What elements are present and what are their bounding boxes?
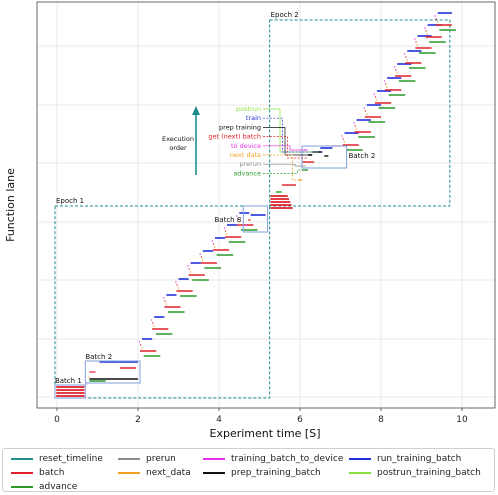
legend-label: run_training_batch bbox=[377, 454, 462, 464]
execution-order-label: Execution bbox=[162, 135, 194, 143]
legend-label: prerun bbox=[146, 454, 176, 464]
batch-box bbox=[242, 205, 269, 233]
annotation-label: to device bbox=[231, 142, 261, 150]
legend-swatch bbox=[349, 458, 371, 460]
annotation-label: advance bbox=[233, 169, 261, 177]
batch-label: Batch 2 bbox=[85, 353, 112, 361]
x-tick-label: 6 bbox=[297, 415, 303, 425]
annotation-label: prerun bbox=[239, 160, 261, 168]
legend-item: prerun bbox=[118, 453, 176, 465]
legend-swatch bbox=[118, 472, 140, 474]
annotation-label: get (next) batch bbox=[208, 133, 261, 141]
x-axis-ticks: 0 2 4 6 8 10 bbox=[54, 408, 468, 425]
legend-item: training_batch_to_device bbox=[203, 453, 343, 465]
x-tick-label: 2 bbox=[135, 415, 141, 425]
epoch-box bbox=[54, 205, 271, 399]
legend-item: advance bbox=[11, 481, 77, 493]
annotation-leader bbox=[263, 136, 309, 159]
batch-label: Batch 8 bbox=[214, 216, 241, 224]
legend-swatch bbox=[11, 486, 33, 488]
batch-box bbox=[301, 145, 348, 169]
annotation-label: postrun bbox=[236, 105, 261, 113]
annotation-leader bbox=[263, 154, 300, 181]
plot-frame bbox=[36, 1, 496, 409]
legend-swatch bbox=[349, 472, 371, 474]
annotation-leader bbox=[263, 127, 313, 156]
epoch-box bbox=[269, 19, 451, 207]
legend-swatch bbox=[203, 472, 225, 474]
annotation-leader bbox=[263, 108, 319, 153]
grid-lines bbox=[37, 2, 495, 408]
legend-item: reset_timeline bbox=[11, 453, 103, 465]
legend-item: next_data bbox=[118, 467, 191, 479]
execution-order-arrowhead bbox=[192, 106, 200, 115]
x-axis-title: Experiment time [S] bbox=[210, 427, 321, 440]
legend-swatch bbox=[203, 458, 225, 460]
batch-boxes: Batch 1 Batch 2 Batch 8 Batch 2 bbox=[54, 145, 376, 399]
legend-label: reset_timeline bbox=[39, 454, 103, 464]
epoch-label: Epoch 2 bbox=[271, 11, 299, 19]
legend-label: next_data bbox=[146, 468, 191, 478]
annotation-leader bbox=[263, 163, 307, 167]
legend-label: advance bbox=[39, 482, 78, 492]
legend-item: prep_training_batch bbox=[203, 467, 321, 479]
legend-label: prep_training_batch bbox=[231, 468, 321, 478]
legend-item: postrun_training_batch bbox=[349, 467, 481, 479]
execution-order-label: order bbox=[169, 144, 187, 152]
legend-swatch bbox=[11, 472, 33, 474]
legend-label: training_batch_to_device bbox=[231, 454, 344, 464]
legend-item: batch bbox=[11, 467, 64, 479]
annotation-label: prep training bbox=[219, 123, 261, 131]
data-bars bbox=[56, 12, 456, 397]
legend-item: run_training_batch bbox=[349, 453, 461, 465]
batch-box bbox=[54, 384, 86, 399]
legend-label: postrun_training_batch bbox=[377, 468, 481, 478]
annotation-label: next data bbox=[230, 151, 261, 159]
annotation-leader bbox=[263, 145, 305, 151]
annotation-label: train bbox=[246, 114, 261, 122]
epoch-boxes: Epoch 1 Epoch 2 bbox=[54, 11, 451, 399]
batch-box bbox=[84, 360, 141, 384]
batch-label: Batch 1 bbox=[55, 377, 82, 385]
epoch-label: Epoch 1 bbox=[56, 197, 84, 205]
x-tick-label: 10 bbox=[456, 415, 468, 425]
legend-swatch bbox=[118, 458, 140, 460]
batch-label: Batch 2 bbox=[349, 152, 376, 160]
x-tick-label: 8 bbox=[378, 415, 384, 425]
annotation-leader bbox=[263, 169, 303, 174]
y-axis-title: Function lane bbox=[4, 168, 17, 242]
legend-label: batch bbox=[39, 468, 65, 478]
x-tick-label: 4 bbox=[216, 415, 222, 425]
x-tick-label: 0 bbox=[54, 415, 60, 425]
annotation-leader bbox=[263, 117, 323, 153]
legend-swatch bbox=[11, 458, 33, 460]
